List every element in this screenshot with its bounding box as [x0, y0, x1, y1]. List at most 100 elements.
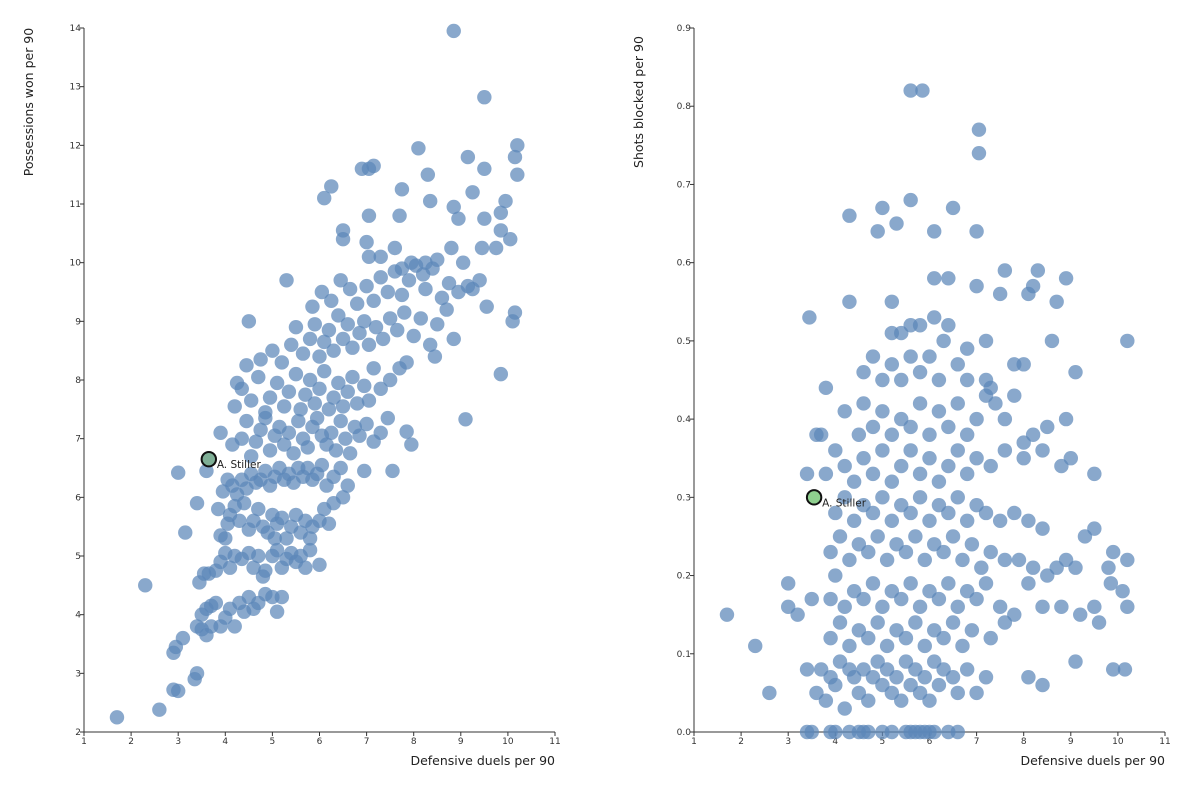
possessions-scatter-point: [189, 666, 205, 681]
shots-blocked-scatter-point: [1120, 552, 1135, 568]
shots-blocked-scatter-point: [790, 607, 805, 622]
shots-blocked-scatter-point: [950, 443, 965, 458]
possessions-scatter-point: [340, 317, 355, 332]
possessions-scatter-point: [276, 399, 292, 414]
possessions-scatter-point: [382, 372, 398, 388]
possessions-scatter-point: [415, 267, 431, 282]
possessions-scatter-point: [291, 413, 306, 429]
shots-blocked-scatter-point: [842, 638, 857, 654]
shots-blocked-scatter-point: [846, 474, 862, 489]
shots-blocked-scatter-point: [1120, 599, 1135, 615]
possessions-scatter-point: [232, 513, 247, 528]
shots-blocked-scatter-point: [828, 443, 843, 458]
shots-blocked-scatter-point: [1054, 599, 1069, 615]
shots-blocked-scatter-point: [879, 638, 895, 654]
possessions-scatter-point: [458, 412, 473, 427]
shots-blocked-scatter-point: [964, 623, 980, 638]
shots-blocked-x-tick-label: 11: [1159, 737, 1170, 747]
shots-blocked-scatter-point: [846, 513, 862, 528]
possessions-scatter-point: [265, 343, 280, 358]
possessions-scatter-point: [357, 378, 372, 394]
possessions-scatter-point: [258, 405, 273, 420]
possessions-scatter-point: [279, 273, 294, 288]
shots-blocked-scatter-point: [931, 474, 947, 489]
possessions-scatter-point: [211, 501, 226, 517]
shots-blocked-scatter-point: [879, 552, 895, 568]
shots-blocked-scatter-point: [898, 630, 914, 646]
shots-blocked-y-tick-label: 0.3: [677, 493, 691, 503]
shots-blocked-scatter-point: [818, 466, 834, 482]
shots-blocked-scatter-point: [748, 638, 763, 654]
possessions-scatter-point: [246, 560, 261, 575]
shots-blocked-scatter-point: [969, 224, 984, 239]
shots-blocked-scatter-point: [988, 396, 1003, 411]
shots-blocked-scatter-point: [828, 505, 843, 521]
possessions-scatter-point: [244, 449, 259, 464]
shots-blocked-scatter-point: [978, 505, 994, 521]
shots-blocked-scatter-point: [950, 357, 965, 372]
possessions-y-tick-label: 12: [70, 141, 81, 151]
possessions-x-tick-label: 11: [549, 737, 560, 747]
shots-blocked-scatter-point: [781, 576, 796, 591]
shots-blocked-scatter-point: [969, 685, 984, 701]
possessions-x-tick-label: 1: [81, 737, 87, 747]
possessions-y-tick-label: 8: [75, 376, 81, 386]
shots-blocked-scatter-point: [1035, 521, 1050, 536]
possessions-scatter-point: [175, 630, 191, 646]
possessions-scatter-point: [281, 384, 297, 399]
shots-blocked-scatter-point: [959, 372, 975, 388]
shots-blocked-y-axis-title: Shots blocked per 90: [631, 36, 646, 168]
shots-blocked-scatter-point: [922, 349, 937, 364]
shots-blocked-scatter-point: [964, 537, 980, 552]
shots-blocked-scatter-point: [1035, 599, 1050, 615]
possessions-y-tick-label: 9: [75, 317, 81, 327]
possessions-y-tick-label: 7: [75, 435, 81, 445]
shots-blocked-scatter-point: [804, 724, 819, 740]
shots-blocked-scatter-point: [903, 83, 918, 98]
possessions-scatter-point: [274, 589, 290, 605]
possessions-scatter-point: [267, 531, 282, 546]
possessions-scatter-point: [406, 328, 421, 344]
shots-blocked-scatter-point: [823, 544, 838, 560]
possessions-scatter-point: [366, 361, 381, 376]
possessions-scatter-point: [394, 182, 410, 197]
possessions-scatter-point: [361, 393, 377, 408]
shots-blocked-scatter-point: [1087, 466, 1102, 482]
possessions-y-tick-label: 6: [75, 493, 81, 503]
shots-blocked-scatter-point: [927, 224, 942, 239]
shots-blocked-scatter-point: [941, 419, 956, 435]
shots-blocked-y-tick-label: 0.0: [677, 728, 692, 738]
possessions-scatter-point: [274, 510, 290, 526]
possessions-scatter-point: [404, 437, 419, 452]
possessions-scatter-point: [418, 281, 433, 297]
possessions-scatter-point: [340, 384, 355, 399]
shots-blocked-scatter-point: [959, 466, 975, 482]
shots-blocked-scatter-point: [969, 411, 984, 427]
shots-blocked-scatter-point: [884, 294, 900, 309]
possessions-scatter-point: [394, 287, 410, 303]
shots-blocked-highlight-label: A. Stiller: [822, 497, 867, 509]
possessions-scatter-point: [253, 352, 268, 367]
shots-blocked-scatter-point: [931, 677, 947, 693]
possessions-scatter-point: [269, 542, 285, 558]
possessions-scatter-point: [281, 425, 297, 440]
possessions-scatter-point: [338, 431, 353, 446]
possessions-scatter-point: [366, 293, 381, 308]
shots-blocked-scatter-point: [945, 200, 961, 216]
possessions-scatter-point: [373, 249, 388, 264]
shots-blocked-scatter-point: [1058, 271, 1074, 286]
possessions-scatter-point: [244, 393, 259, 408]
possessions-scatter-point: [279, 531, 294, 546]
shots-blocked-scatter-point: [997, 411, 1013, 427]
possessions-scatter-point: [218, 531, 233, 546]
shots-blocked-scatter-point: [837, 458, 852, 474]
possessions-scatter-point: [434, 290, 450, 306]
shots-blocked-scatter-point: [823, 591, 838, 607]
possessions-scatter-point: [307, 396, 322, 411]
shots-blocked-scatter-point: [865, 576, 881, 591]
shots-blocked-scatter-point: [828, 568, 843, 583]
possessions-scatter-point: [352, 428, 367, 443]
shots-blocked-scatter-point: [1025, 278, 1041, 294]
